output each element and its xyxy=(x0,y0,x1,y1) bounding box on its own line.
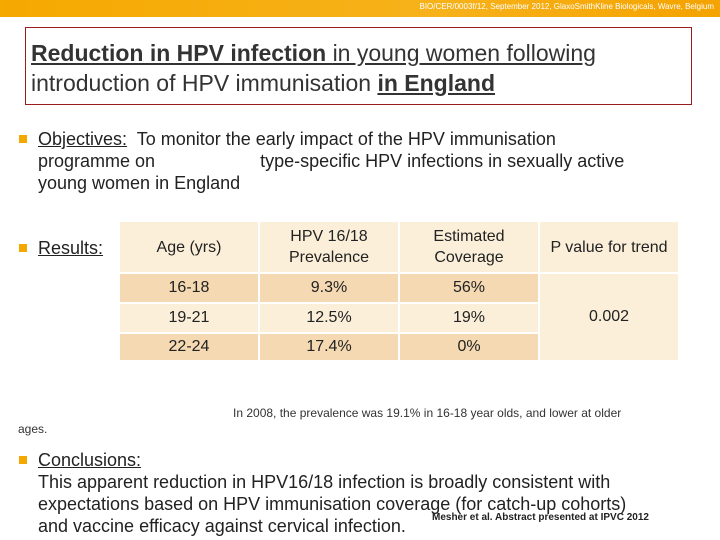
results-label: Results: xyxy=(38,238,104,258)
table-cell-prevalence: 12.5% xyxy=(260,304,398,332)
bullet-objectives xyxy=(19,135,27,143)
conclusions-line3: and vaccine efficacy against cervical in… xyxy=(38,516,406,536)
citation: Mesher et al. Abstract presented at IPVC… xyxy=(432,512,649,523)
table-cell-age: 22-24 xyxy=(120,334,258,360)
table-cell-age: 19-21 xyxy=(120,304,258,332)
table-cell-prevalence: 9.3% xyxy=(260,274,398,302)
title-part1: Reduction in HPV infection xyxy=(31,40,333,66)
table-header-age: Age (yrs) xyxy=(120,222,258,272)
objectives-label: Objectives: xyxy=(38,129,128,149)
objectives-line1: Objectives: To monitor the early impact … xyxy=(38,128,556,150)
table-header-coverage: Estimated Coverage xyxy=(400,222,538,272)
prevalence-note-continued: ages. xyxy=(18,422,48,436)
table-header-pvalue: P value for trend xyxy=(540,222,678,272)
table-cell-coverage: 19% xyxy=(400,304,538,332)
title-part4: in England xyxy=(377,70,495,96)
title-part2: in young women following xyxy=(332,40,596,66)
table-cell-age: 16-18 xyxy=(120,274,258,302)
conclusions-label: Conclusions: xyxy=(38,450,142,470)
bullet-conclusions xyxy=(19,456,27,464)
title-part3: introduction of HPV immunisation xyxy=(31,70,378,96)
table-header-prevalence: HPV 16/18 Prevalence xyxy=(260,222,398,272)
objectives-text1: To monitor the early impact of the HPV i… xyxy=(127,129,556,149)
table-cell-pvalue: 0.002 xyxy=(540,274,678,360)
prevalence-note: In 2008, the prevalence was 19.1% in 16-… xyxy=(233,406,622,420)
table-cell-coverage: 56% xyxy=(400,274,538,302)
table-cell-prevalence: 17.4% xyxy=(260,334,398,360)
slide-title: Reduction in HPV infection in young wome… xyxy=(31,38,691,98)
table-cell-coverage: 0% xyxy=(400,334,538,360)
objectives-line2: programme on type-specific HPV infection… xyxy=(38,151,625,171)
header-text: BIO/CER/0003f/12, September 2012, GlaxoS… xyxy=(419,2,714,11)
objectives-line3: young women in England xyxy=(38,173,241,193)
conclusions-line2: expectations based on HPV immunisation c… xyxy=(38,494,627,514)
header-bar: BIO/CER/0003f/12, September 2012, GlaxoS… xyxy=(0,0,720,17)
conclusions-line1: This apparent reduction in HPV16/18 infe… xyxy=(38,472,611,492)
title-box xyxy=(25,27,692,105)
bullet-results xyxy=(19,244,27,252)
